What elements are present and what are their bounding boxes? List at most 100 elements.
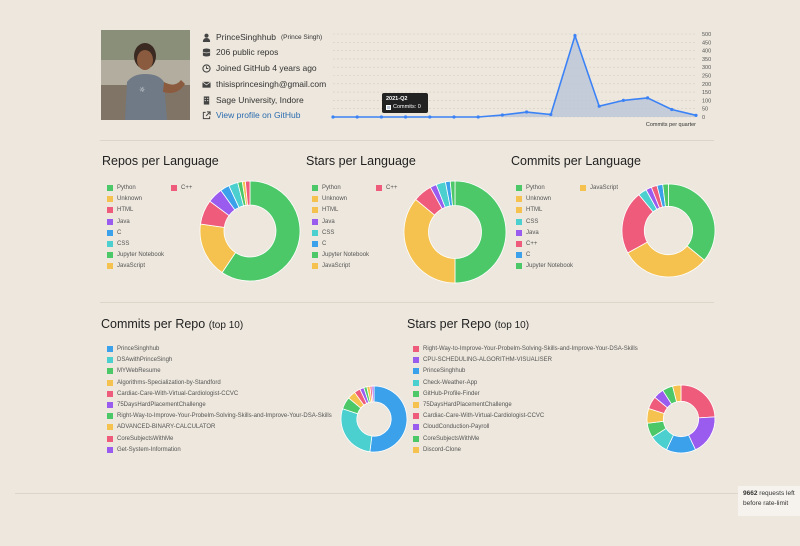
- legend-item[interactable]: Java: [312, 218, 335, 226]
- legend-item[interactable]: Unknown: [516, 195, 551, 203]
- commits-per-repo-title: Commits per Repo: [101, 317, 206, 331]
- view-profile-link[interactable]: View profile on GitHub: [216, 110, 301, 120]
- legend-item[interactable]: Cardiac-Care-With-Virtual-Cardiologist-C…: [107, 390, 238, 398]
- data-point[interactable]: [670, 107, 674, 112]
- pie-slice[interactable]: [672, 384, 682, 403]
- legend-item[interactable]: JavaScript: [107, 262, 145, 270]
- legend-item[interactable]: DSAwithPrinceSingh: [107, 356, 172, 364]
- pie-slice[interactable]: [371, 385, 375, 403]
- legend-item[interactable]: CSS: [312, 229, 334, 237]
- stars-per-repo-donut: [646, 384, 716, 454]
- legend-item[interactable]: 75DaysHardPlacementChallenge: [413, 401, 512, 409]
- legend-item[interactable]: JavaScript: [580, 184, 618, 192]
- legend-item[interactable]: PrinceSinghhub: [413, 367, 465, 375]
- data-point[interactable]: [404, 115, 408, 119]
- legend-item[interactable]: Cardiac-Care-With-Virtual-Cardiologist-C…: [413, 412, 544, 420]
- legend-swatch: [413, 424, 419, 431]
- pie-slice[interactable]: [680, 384, 716, 419]
- legend-label: CSS: [117, 241, 130, 247]
- legend-item[interactable]: CloudConduction-Payroll: [413, 423, 489, 431]
- building-icon: [203, 95, 210, 105]
- legend-swatch: [312, 207, 318, 214]
- data-point[interactable]: [646, 96, 650, 100]
- legend-item[interactable]: CPU-SCHEDULING-ALGORITHM-VISUALISER: [413, 356, 552, 364]
- legend-label: Get-System-Information: [117, 446, 181, 453]
- legend-item[interactable]: Right-Way-to-Improve-Your-Probelm-Solvin…: [107, 412, 332, 420]
- y-tick-label: 150: [702, 90, 711, 96]
- profile-email-row: thisisprincesingh@gmail.com: [202, 78, 326, 90]
- legend-swatch: [107, 357, 113, 364]
- legend-item[interactable]: HTML: [312, 206, 338, 214]
- legend-item[interactable]: GitHub-Profile-Finder: [413, 390, 480, 398]
- commits-per-repo-donut: [340, 385, 408, 453]
- legend-label: 75DaysHardPlacementChallenge: [423, 402, 512, 408]
- legend-item[interactable]: C: [516, 251, 530, 259]
- legend-item[interactable]: Algorithms-Specialization-by-Standford: [107, 379, 221, 387]
- legend-label: Discord-Clone: [423, 446, 462, 453]
- legend-item[interactable]: Python: [312, 184, 341, 192]
- legend-item[interactable]: Python: [107, 184, 136, 192]
- avatar-image: ☼: [101, 30, 190, 120]
- stars-per-repo-top10: (top 10): [494, 320, 530, 331]
- y-tick-label: 0: [702, 115, 705, 121]
- legend-item[interactable]: JavaScript: [312, 262, 350, 270]
- data-point[interactable]: [331, 115, 335, 119]
- pie-slice[interactable]: [221, 180, 301, 282]
- legend-item[interactable]: Python: [516, 184, 545, 192]
- data-point[interactable]: [573, 34, 577, 38]
- pie-slice[interactable]: [662, 183, 669, 207]
- legend-item[interactable]: HTML: [107, 206, 133, 214]
- legend-item[interactable]: Java: [516, 229, 539, 237]
- legend-item[interactable]: Discord-Clone: [413, 446, 461, 454]
- legend-item[interactable]: Jupyter Notebook: [516, 262, 573, 270]
- pie-slice[interactable]: [369, 385, 408, 453]
- legend-item[interactable]: CoreSubjectsWithMe: [107, 435, 173, 443]
- legend-swatch: [107, 346, 113, 352]
- pie-slice[interactable]: [668, 183, 716, 261]
- data-point[interactable]: [549, 112, 553, 117]
- legend-item[interactable]: Jupyter Notebook: [312, 251, 369, 259]
- legend-item[interactable]: 75DaysHardPlacementChallenge: [107, 401, 206, 409]
- x-axis-label: Commits per quarter: [646, 122, 696, 128]
- pie-slice[interactable]: [454, 180, 507, 284]
- legend-swatch: [413, 357, 419, 364]
- pie-slice[interactable]: [449, 180, 456, 207]
- data-point[interactable]: [379, 115, 383, 119]
- pie-slice[interactable]: [403, 198, 456, 284]
- data-point[interactable]: [500, 113, 504, 117]
- legend-item[interactable]: CSS: [516, 218, 538, 226]
- profile-link-row[interactable]: View profile on GitHub: [202, 109, 300, 121]
- legend-item[interactable]: C++: [516, 240, 537, 248]
- legend-item[interactable]: Unknown: [107, 195, 142, 203]
- data-point[interactable]: [597, 104, 601, 108]
- legend-label: Jupyter Notebook: [526, 263, 574, 270]
- data-point[interactable]: [694, 113, 698, 117]
- pie-slice[interactable]: [340, 408, 373, 453]
- legend-item[interactable]: Unknown: [312, 195, 347, 203]
- legend-item[interactable]: C: [107, 229, 121, 237]
- legend-item[interactable]: CSS: [107, 240, 129, 248]
- legend-item[interactable]: Jupyter Notebook: [107, 251, 164, 259]
- profile-fullname: (Prince Singh): [281, 33, 323, 41]
- legend-item[interactable]: Right-Way-to-Improve-Your-Probelm-Solvin…: [413, 345, 638, 353]
- data-point[interactable]: [452, 115, 456, 119]
- legend-item[interactable]: Java: [107, 218, 130, 226]
- legend-item[interactable]: C++: [376, 184, 397, 192]
- legend-item[interactable]: PrinceSinghhub: [107, 345, 159, 353]
- legend-label: Algorithms-Specialization-by-Standford: [117, 379, 221, 386]
- legend-swatch: [107, 263, 113, 270]
- data-point[interactable]: [621, 98, 625, 102]
- legend-item[interactable]: ADVANCED-BINARY-CALCULATOR: [107, 423, 215, 431]
- legend-item[interactable]: CoreSubjectsWithMe: [413, 435, 479, 443]
- data-point[interactable]: [525, 110, 529, 114]
- legend-item[interactable]: C: [312, 240, 326, 248]
- legend-item[interactable]: Check-Weather-App: [413, 379, 477, 387]
- data-point[interactable]: [428, 115, 432, 119]
- legend-item[interactable]: MYWebResume: [107, 367, 161, 375]
- legend-item[interactable]: HTML: [516, 206, 542, 214]
- data-point[interactable]: [355, 115, 359, 119]
- legend-item[interactable]: Get-System-Information: [107, 446, 181, 454]
- data-point[interactable]: [476, 115, 480, 119]
- legend-item[interactable]: C++: [171, 184, 192, 192]
- pie-slice[interactable]: [244, 180, 251, 206]
